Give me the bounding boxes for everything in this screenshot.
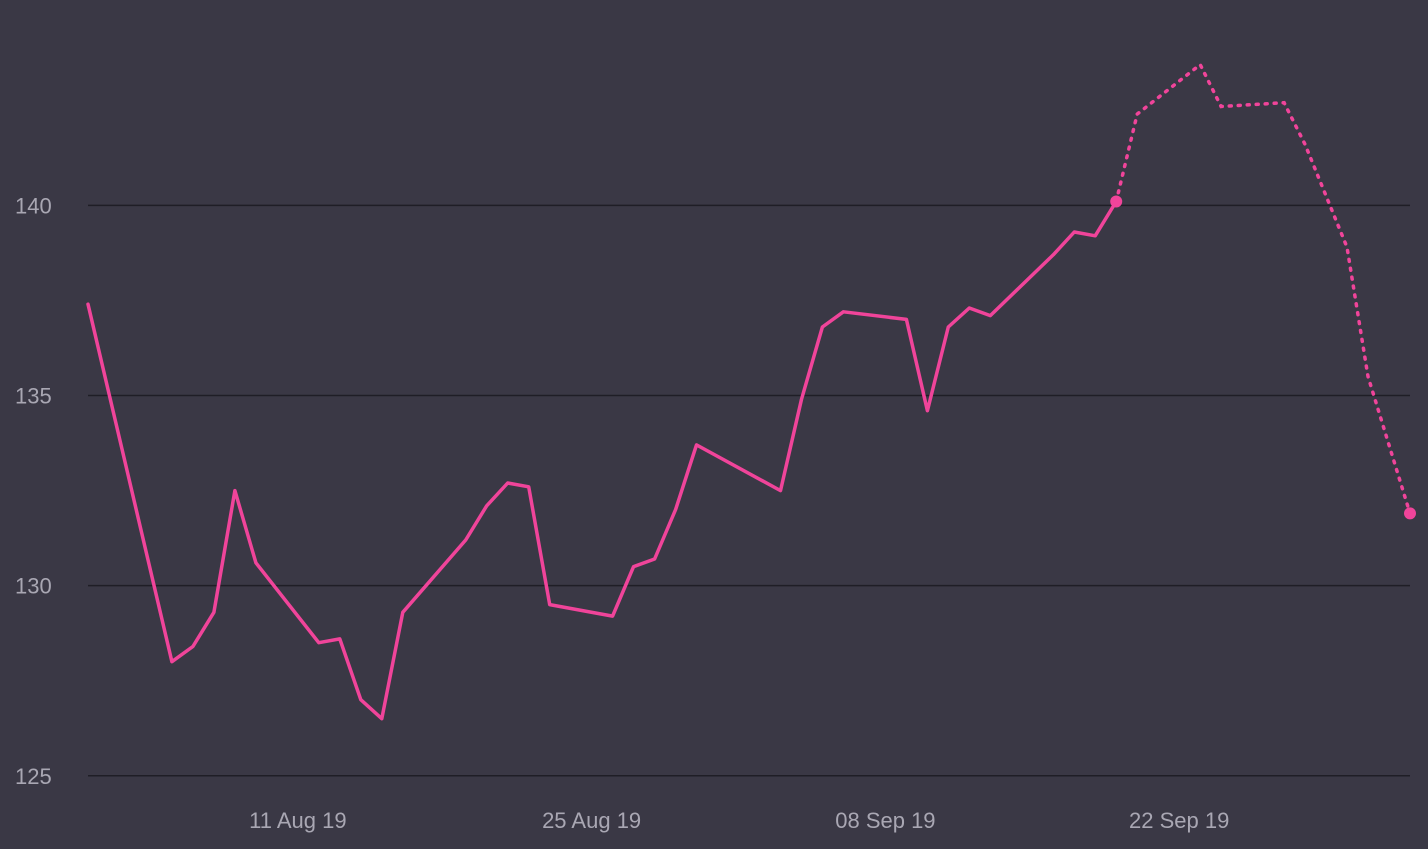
x-tick-label-0: 11 Aug 19 [249, 808, 346, 833]
y-tick-label-125: 125 [15, 764, 52, 789]
series-line-dotted [1114, 61, 1412, 516]
y-axis: 125 130 135 140 [15, 193, 52, 788]
y-tick-label-130: 130 [15, 574, 52, 599]
y-tick-label-135: 135 [15, 383, 52, 408]
y-grid [88, 204, 1410, 777]
x-axis: 11 Aug 19 25 Aug 19 08 Sep 19 22 Sep 19 [249, 808, 1229, 833]
series-line-solid [86, 199, 1118, 721]
y-tick-label-140: 140 [15, 193, 52, 218]
x-tick-label-3: 22 Sep 19 [1129, 808, 1229, 833]
x-tick-label-1: 25 Aug 19 [542, 808, 641, 833]
data-point-marker-1 [1404, 507, 1416, 520]
data-point-marker-0 [1110, 195, 1123, 208]
series-group [86, 61, 1412, 721]
x-tick-label-2: 08 Sep 19 [835, 808, 935, 833]
marker-group [1110, 195, 1416, 520]
